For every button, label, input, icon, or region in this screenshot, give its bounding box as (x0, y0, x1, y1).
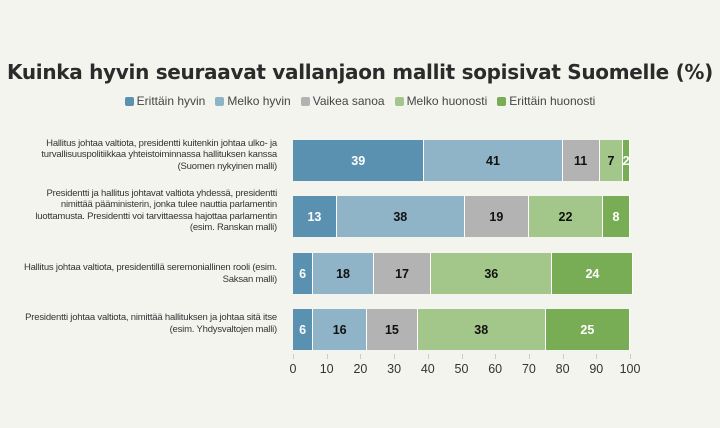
data-label: 39 (351, 153, 366, 168)
data-label: 18 (336, 266, 350, 281)
x-tick-mark (495, 354, 497, 359)
legend-swatch (215, 96, 225, 106)
bar-segment: 22 (528, 196, 604, 237)
bar-segment: 15 (367, 309, 418, 350)
legend-swatch (300, 96, 310, 106)
bar-segment: 6 (293, 309, 314, 350)
x-tick-label: 40 (420, 362, 435, 376)
x-tick-label: 20 (353, 362, 368, 376)
x-tick-label: 80 (555, 362, 570, 376)
x-tick-label: 70 (521, 362, 536, 376)
legend-item: Vaikea sanoa (300, 94, 385, 108)
bar-segment: 11 (562, 140, 600, 181)
legend-item: Melko huonosti (394, 94, 488, 108)
x-tick-mark (394, 354, 396, 359)
data-label: 11 (574, 153, 588, 168)
category-label: Hallitus johtaa valtiota, presidentillä … (23, 262, 277, 285)
x-tick-mark (293, 354, 294, 359)
x-tick-mark (596, 354, 598, 359)
legend-label: Erittäin hyvin (136, 94, 206, 108)
data-label: 8 (612, 209, 620, 224)
x-tick-mark (630, 354, 631, 359)
data-label: 7 (607, 153, 615, 168)
data-label: 13 (307, 209, 322, 224)
x-tick-label: 30 (387, 362, 402, 376)
category-label: Presidentti johtaa valtiota, nimittää ha… (25, 312, 277, 335)
bar-segment: 41 (424, 140, 563, 181)
bar-segment: 13 (293, 196, 337, 237)
x-tick-label: 50 (454, 362, 469, 376)
legend-item: Erittäin hyvin (124, 94, 206, 108)
chart-title: Kuinka hyvin seuraavat vallanjaon mallit… (6, 60, 713, 84)
x-tick-label: 90 (589, 362, 604, 376)
data-label: 19 (489, 209, 504, 224)
category-label: Hallitus johtaa valtiota, presidentti ku… (41, 137, 277, 172)
legend-item: Erittäin huonosti (497, 94, 595, 108)
bar-segment: 38 (417, 309, 546, 350)
data-label: 16 (332, 322, 347, 337)
data-label: 6 (299, 322, 307, 337)
x-tick-mark (427, 354, 429, 359)
bar-segment: 7 (599, 140, 624, 181)
legend-label: Erittäin huonosti (509, 94, 596, 108)
x-tick-label: 10 (319, 362, 334, 376)
legend-label: Melko hyvin (227, 94, 291, 108)
x-tick-label: 100 (619, 362, 641, 376)
bar-segment: 2 (623, 140, 630, 181)
data-label: 2 (622, 153, 630, 168)
bar-segment: 17 (373, 253, 432, 294)
x-tick-label: 0 (289, 362, 297, 376)
legend: Erittäin hyvin Melko hyvin Vaikea sanoa Mel… (0, 94, 720, 108)
data-label: 17 (395, 266, 409, 281)
x-tick-mark (562, 354, 564, 359)
legend-label: Vaikea sanoa (312, 94, 385, 108)
data-label: 41 (486, 153, 500, 168)
x-tick-mark (360, 354, 362, 359)
x-tick-mark (326, 354, 328, 359)
bar-segment: 16 (313, 309, 368, 350)
x-tick-label: 60 (488, 362, 503, 376)
bar-segment: 6 (293, 253, 314, 294)
data-label: 15 (384, 322, 399, 337)
data-label: 25 (580, 322, 595, 337)
bar-segment: 36 (431, 253, 553, 294)
legend-swatch (394, 96, 404, 106)
bar-segment: 24 (552, 253, 634, 294)
data-label: 6 (299, 266, 307, 281)
bar-segment: 38 (336, 196, 465, 237)
legend-swatch (497, 96, 507, 106)
data-label: 38 (393, 209, 408, 224)
bar-segment: 19 (464, 196, 529, 237)
x-tick-mark (528, 354, 530, 359)
legend-item: Melko hyvin (215, 94, 291, 108)
bar-segment: 39 (293, 140, 425, 181)
x-tick-mark (461, 354, 463, 359)
bar-segment: 18 (313, 253, 374, 294)
category-label: Presidentti ja hallitus johtavat valtiot… (35, 187, 277, 234)
bar-segment: 8 (603, 196, 630, 237)
data-label: 36 (484, 266, 499, 281)
bar-segment: 25 (545, 309, 630, 350)
legend-label: Melko huonosti (406, 94, 488, 108)
legend-swatch (124, 96, 134, 106)
data-label: 24 (585, 266, 600, 281)
data-label: 38 (474, 322, 489, 337)
data-label: 22 (558, 209, 573, 224)
